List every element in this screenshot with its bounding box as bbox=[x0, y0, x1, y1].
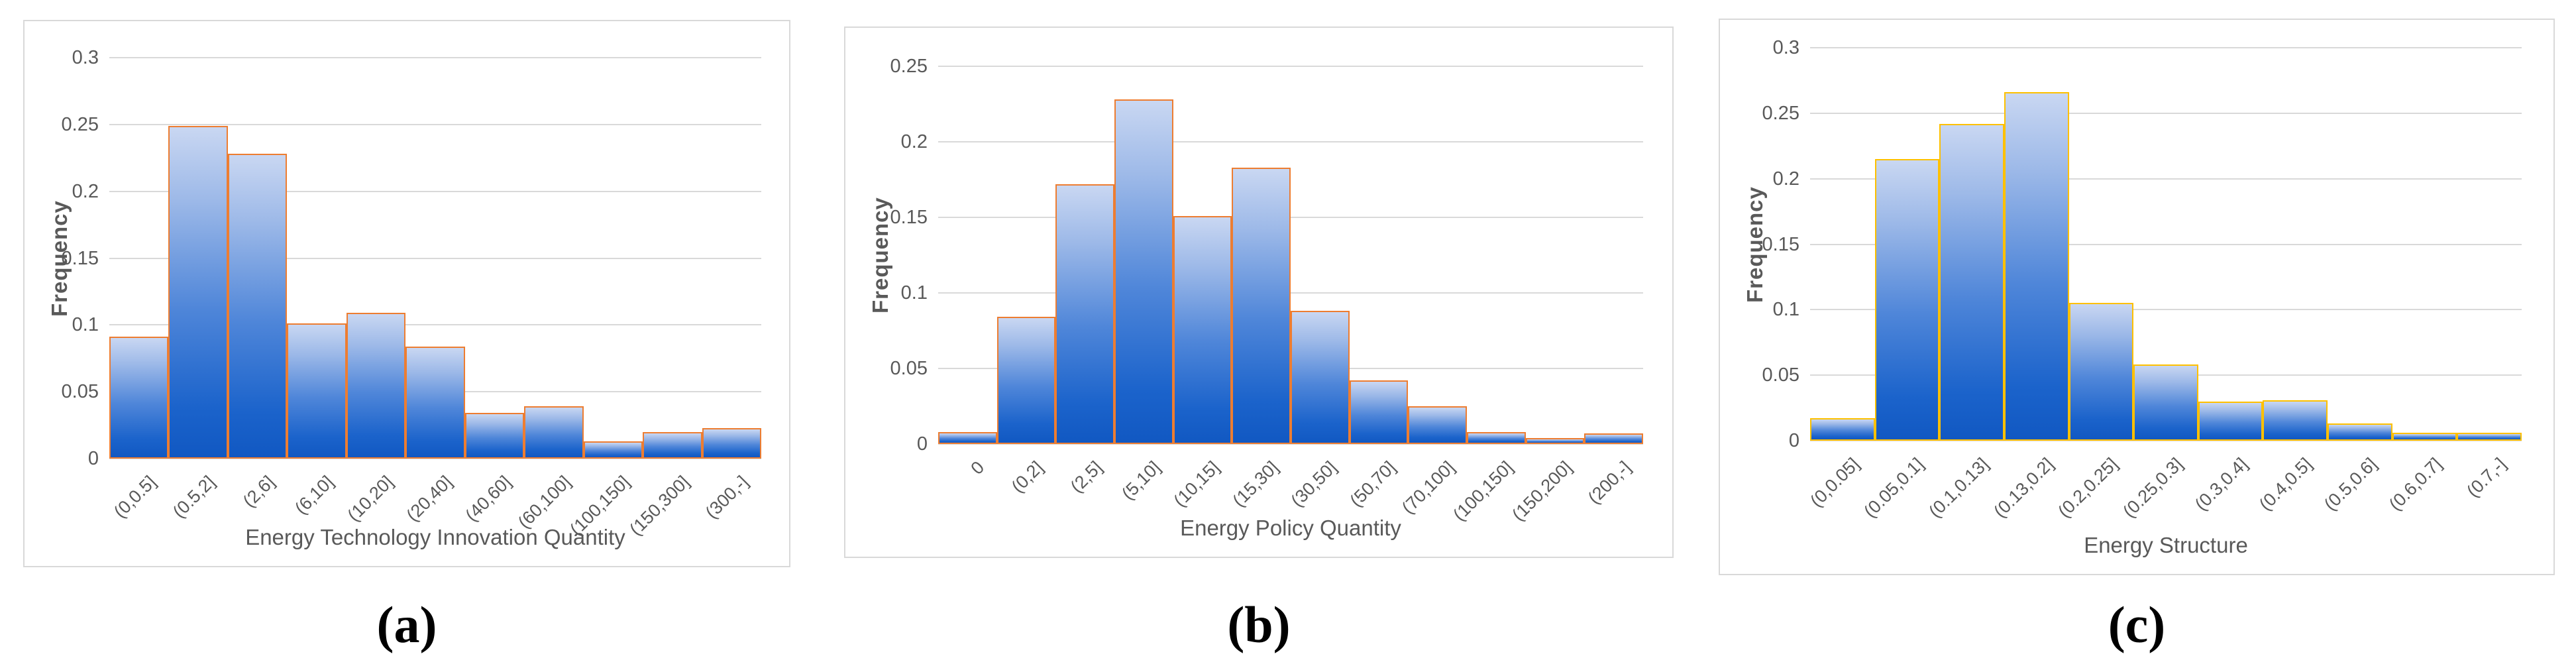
y-tick-label: 0 bbox=[916, 433, 928, 455]
histogram-bar bbox=[405, 346, 465, 459]
y-tick-label: 0.15 bbox=[61, 247, 99, 269]
histogram-bar bbox=[1584, 433, 1643, 444]
histogram-bar bbox=[2004, 92, 2069, 441]
gridline bbox=[1810, 309, 2522, 311]
gridline bbox=[1810, 178, 2522, 180]
y-tick-label: 0.3 bbox=[1772, 37, 1799, 58]
y-tick-label: 0.15 bbox=[890, 207, 928, 228]
histogram-bar bbox=[2392, 433, 2457, 441]
gridline bbox=[1810, 440, 2522, 441]
histogram-bar bbox=[346, 313, 406, 459]
y-tick-label: 0.1 bbox=[1772, 299, 1799, 321]
y-tick-label: 0.1 bbox=[900, 282, 928, 304]
y-tick-label: 0.25 bbox=[890, 56, 928, 77]
chart-panel-b: Frequency Energy Policy Quantity 0 0.05 0.… bbox=[844, 27, 1674, 558]
histogram-bar bbox=[227, 154, 288, 459]
histogram-bar bbox=[583, 441, 643, 459]
histogram-bar bbox=[2328, 423, 2392, 441]
chart-panel-c: Frequency Energy Structure 0 0.05 0.1 0.15 0… bbox=[1719, 19, 2555, 575]
histogram-bar bbox=[464, 413, 525, 459]
y-tick-label: 0.05 bbox=[890, 358, 928, 379]
y-tick-label: 0.1 bbox=[72, 314, 99, 336]
histogram-bar bbox=[2133, 364, 2198, 441]
y-tick-label: 0.3 bbox=[72, 47, 99, 68]
gridline bbox=[938, 141, 1643, 142]
histogram-bar bbox=[2263, 400, 2328, 441]
y-tick-label: 0 bbox=[87, 448, 99, 469]
histogram-bar bbox=[1525, 437, 1585, 444]
y-tick-label: 0.25 bbox=[61, 113, 99, 135]
histogram-bar bbox=[938, 431, 997, 444]
gridline bbox=[938, 292, 1643, 294]
histogram-bar bbox=[1939, 123, 2004, 441]
gridline bbox=[109, 458, 761, 459]
histogram-bar bbox=[524, 406, 584, 459]
histogram-bar bbox=[996, 317, 1056, 444]
gridline bbox=[938, 443, 1643, 445]
caption-b: (b) bbox=[1227, 596, 1291, 653]
histogram-bar bbox=[1232, 167, 1291, 444]
histogram-bar bbox=[1408, 406, 1467, 444]
y-tick-label: 0 bbox=[1788, 430, 1799, 451]
caption-c: (c) bbox=[2108, 596, 2166, 653]
histogram-bar bbox=[1173, 215, 1232, 444]
y-tick-label: 0.05 bbox=[1762, 364, 1799, 386]
y-tick-label: 0.15 bbox=[1762, 233, 1799, 255]
gridline bbox=[109, 257, 761, 259]
gridline bbox=[109, 190, 761, 192]
y-tick-label: 0.2 bbox=[1772, 168, 1799, 190]
gridline bbox=[109, 57, 761, 58]
histogram-bar bbox=[1467, 431, 1526, 444]
gridline bbox=[938, 217, 1643, 218]
histogram-bar bbox=[1114, 99, 1173, 444]
y-tick-label: 0.25 bbox=[1762, 102, 1799, 124]
histogram-bar bbox=[287, 323, 347, 459]
histogram-bar bbox=[109, 337, 169, 459]
gridline bbox=[1810, 243, 2522, 245]
y-tick-label: 0.05 bbox=[61, 381, 99, 403]
x-axis-title: Energy Policy Quantity bbox=[1180, 516, 1401, 540]
caption-a: (a) bbox=[376, 596, 437, 653]
histogram-bar bbox=[702, 427, 761, 459]
y-tick-label: 0.2 bbox=[72, 180, 99, 202]
histogram-bar bbox=[1291, 311, 1350, 444]
histogram-bar bbox=[2198, 401, 2263, 441]
gridline bbox=[109, 123, 761, 125]
histogram-bar bbox=[1810, 418, 1875, 441]
y-tick-label: 0.2 bbox=[900, 131, 928, 152]
histogram-bar bbox=[2068, 303, 2134, 441]
chart-panel-a: Frequency Energy Technology Innovation Q… bbox=[23, 20, 790, 567]
gridline bbox=[1810, 112, 2522, 114]
histogram-bar bbox=[1349, 380, 1409, 444]
histogram-bar bbox=[1055, 184, 1114, 444]
histogram-bar bbox=[2457, 433, 2522, 441]
histogram-bar bbox=[1874, 159, 1940, 441]
x-axis-title: Energy Structure bbox=[2084, 533, 2248, 557]
histogram-bar bbox=[643, 431, 702, 459]
x-axis-title: Energy Technology Innovation Quantity bbox=[245, 525, 625, 549]
histogram-bar bbox=[168, 125, 228, 459]
gridline bbox=[1810, 47, 2522, 48]
gridline bbox=[109, 324, 761, 326]
gridline bbox=[938, 66, 1643, 67]
